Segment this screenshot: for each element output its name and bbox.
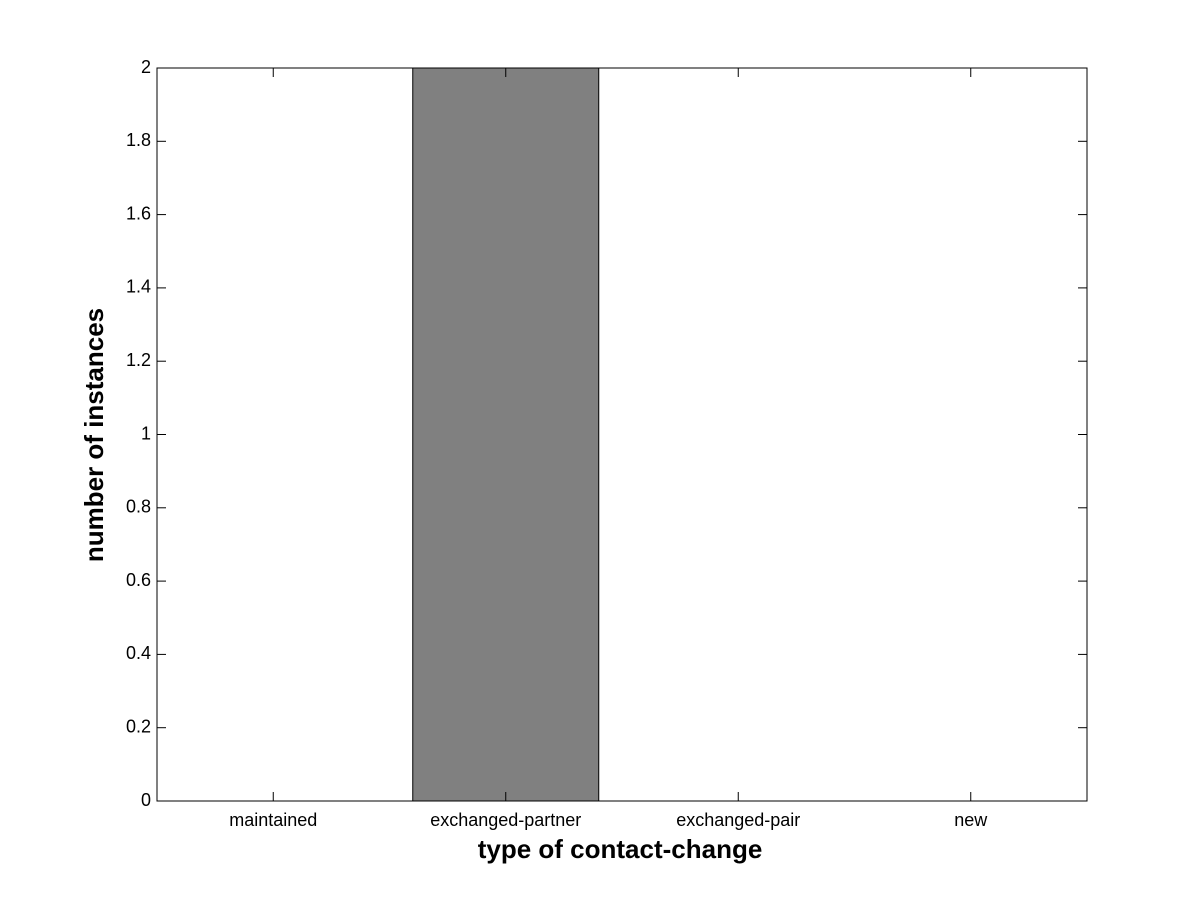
y-tick-label: 0.2 bbox=[126, 716, 151, 736]
y-tick-label: 1.2 bbox=[126, 350, 151, 370]
y-tick-label: 0 bbox=[141, 790, 151, 810]
y-tick-label: 1.4 bbox=[126, 277, 151, 297]
y-tick-label: 1.8 bbox=[126, 130, 151, 150]
x-tick-label: maintained bbox=[229, 810, 317, 830]
bar bbox=[412, 67, 600, 802]
y-tick-label: 0.4 bbox=[126, 643, 151, 663]
x-tick-label: exchanged-partner bbox=[430, 810, 581, 830]
y-tick-label: 1 bbox=[141, 423, 151, 443]
y-axis-label: number of instances bbox=[79, 308, 109, 562]
y-tick-label: 1.6 bbox=[126, 203, 151, 223]
y-tick-label: 2 bbox=[141, 57, 151, 77]
x-tick-label: exchanged-pair bbox=[676, 810, 800, 830]
y-tick-label: 0.6 bbox=[126, 570, 151, 590]
x-tick-label: new bbox=[954, 810, 988, 830]
x-axis-label: type of contact-change bbox=[478, 834, 763, 864]
y-tick-label: 0.8 bbox=[126, 497, 151, 517]
